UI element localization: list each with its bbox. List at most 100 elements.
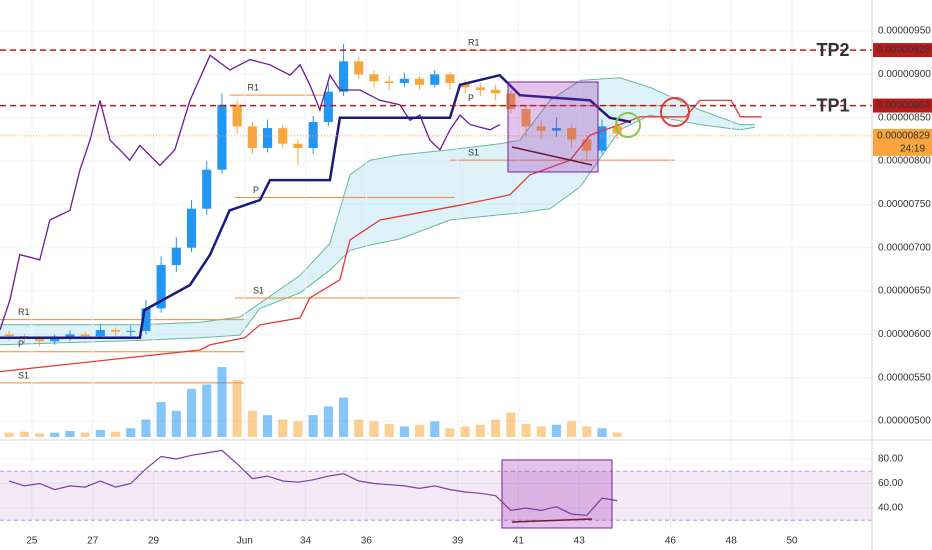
y-tick-label: 0.00000500 — [878, 416, 931, 427]
candle-body — [95, 330, 105, 337]
y-tick-label: 80.00 — [878, 454, 903, 465]
volume-bar — [4, 432, 14, 437]
top-layer: 0.00000500 0.00000550 0.00000600 0.00000650… — [26, 26, 932, 547]
volume-bar — [65, 430, 75, 437]
candle-body — [186, 208, 197, 248]
x-tick-label: 36 — [361, 536, 373, 547]
y-tick-label: 60.00 — [878, 478, 903, 489]
x-tick-label: 50 — [786, 536, 798, 547]
candle-body — [308, 122, 318, 149]
pivot-label: R1 — [248, 83, 260, 93]
candle-body — [110, 330, 121, 332]
candle-body — [339, 61, 349, 92]
y-tick-label: 0.00000600 — [878, 329, 931, 340]
rsi-band — [0, 471, 872, 521]
candle-body — [430, 74, 440, 85]
volume-bar — [430, 421, 440, 437]
candle-body — [50, 337, 60, 342]
y-tick-label: 0.00000750 — [878, 199, 931, 210]
candle-body — [491, 89, 501, 94]
indicator-line — [0, 54, 501, 331]
volume-bar — [217, 367, 227, 437]
y-tick-label: 0.00000950 — [878, 26, 931, 37]
price-tag-label: 0.00000864 — [877, 100, 930, 111]
volume-bar — [597, 428, 607, 437]
volume-bar — [460, 426, 470, 437]
x-tick-label: 39 — [452, 536, 464, 547]
candle-body — [445, 74, 455, 84]
volume-bar — [445, 428, 455, 437]
candle-body — [475, 87, 485, 90]
candle-body — [597, 126, 607, 151]
target-circle — [660, 97, 690, 127]
x-tick-label: 48 — [726, 536, 738, 547]
volume-bar — [369, 421, 379, 437]
price-tag — [873, 128, 932, 156]
candle-body — [354, 61, 364, 75]
candle-body — [521, 109, 531, 127]
volume-bar — [262, 415, 273, 437]
pivot-label: R1 — [468, 37, 480, 47]
x-tick-label: 34 — [300, 536, 312, 547]
candle-body — [4, 334, 14, 337]
indicator-line — [0, 73, 632, 340]
pivot-label: P — [18, 339, 24, 349]
target-label: TP2 — [816, 40, 849, 60]
x-tick-label: 46 — [665, 536, 677, 547]
volume-bar — [50, 432, 60, 437]
y-tick-label: 0.00000850 — [878, 112, 931, 123]
highlight-box — [501, 459, 613, 529]
candle-body — [247, 126, 257, 149]
price-tag-label: 0.00000928 — [877, 45, 930, 56]
y-tick-label: 0.00000900 — [878, 69, 931, 80]
volume-bar — [339, 397, 349, 437]
volume-bar — [415, 424, 425, 437]
volume-bar — [323, 406, 333, 437]
volume-bar — [202, 384, 212, 437]
cloud-lower — [0, 114, 755, 346]
volume-bar — [308, 415, 318, 437]
y-tick-label: 0.00000800 — [878, 156, 931, 167]
price-tag — [873, 43, 932, 58]
volume-bar — [247, 410, 257, 437]
candle-body — [384, 81, 394, 84]
volume-bar — [536, 426, 546, 437]
candle-body — [156, 265, 166, 309]
candle-body — [399, 78, 409, 84]
x-tick-label: 43 — [574, 536, 586, 547]
volume-bar — [126, 428, 136, 437]
volume-bar — [171, 410, 181, 437]
volume-bar — [567, 421, 577, 437]
pivot-label: P — [253, 185, 259, 195]
candle-body — [232, 104, 242, 127]
candle-body — [126, 330, 136, 332]
volume-bar — [19, 431, 29, 437]
volume-bar — [278, 419, 288, 437]
pivot-label: S1 — [468, 148, 479, 158]
volume-bar — [95, 430, 105, 437]
volume-bar — [582, 426, 592, 437]
volume-bar — [141, 419, 151, 437]
candle-body — [506, 93, 516, 110]
candle-body — [80, 334, 90, 337]
y-tick-label: 0.00000550 — [878, 372, 931, 383]
volume-bar — [475, 424, 485, 437]
volume-bar — [612, 432, 622, 437]
x-tick-label: 29 — [148, 536, 160, 547]
candle-body — [460, 83, 470, 88]
volume-bar — [293, 421, 303, 437]
candle-body — [202, 169, 212, 209]
candle-body — [567, 128, 577, 140]
rsi-line — [8, 449, 618, 516]
pivot-label: R1 — [18, 307, 30, 317]
cloud-upper — [0, 77, 755, 326]
volume-bar — [232, 380, 242, 437]
y-tick-label: 0.00000650 — [878, 286, 931, 297]
candle-body — [323, 91, 333, 123]
x-tick-label: 41 — [513, 536, 525, 547]
entry-circle — [615, 112, 641, 138]
candle-body — [369, 74, 379, 82]
candle-body — [536, 126, 546, 131]
